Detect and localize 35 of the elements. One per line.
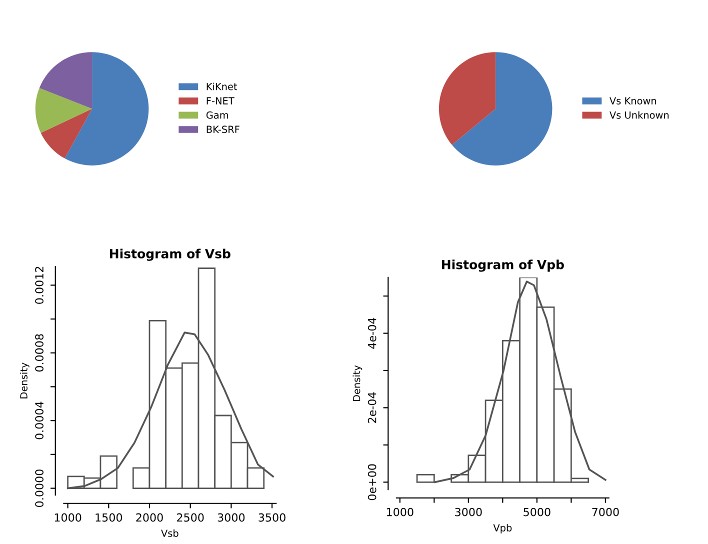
chart-title: Histogram of Vpb bbox=[442, 260, 564, 272]
x-tick-label: 7000 bbox=[592, 508, 619, 516]
pie-slice bbox=[452, 52, 552, 166]
legend-label: KiKnet bbox=[206, 82, 238, 90]
x-tick-label: 1500 bbox=[96, 513, 122, 522]
y-tick-label: 2e-04 bbox=[368, 392, 376, 423]
legend-label: Vs Unknown bbox=[610, 111, 669, 119]
x-tick-label: 1000 bbox=[54, 513, 82, 522]
y-axis-title: Density bbox=[352, 365, 362, 402]
x-axis-title: Vpb bbox=[493, 524, 512, 534]
chart-title: Histogram of Vsb bbox=[110, 248, 230, 261]
y-tick-label: 0.0004 bbox=[35, 402, 44, 440]
pie-slice bbox=[40, 108, 92, 158]
x-tick-label: 3500 bbox=[258, 513, 286, 522]
x-tick-label: 3000 bbox=[455, 508, 482, 516]
legend-label: Gam bbox=[206, 111, 228, 119]
pie-slice bbox=[64, 52, 149, 166]
pie-slice bbox=[35, 88, 92, 133]
x-tick-label: 2000 bbox=[136, 513, 163, 522]
y-axis-title: Density bbox=[20, 362, 30, 398]
x-tick-label: 1000 bbox=[386, 508, 414, 516]
y-tick-label: 0.0012 bbox=[35, 266, 44, 304]
legend-label: Vs Known bbox=[610, 97, 656, 104]
legend-label: BK-SRF bbox=[206, 126, 240, 134]
x-tick-label: 3000 bbox=[218, 513, 245, 522]
y-tick-label: 4e-04 bbox=[368, 318, 376, 349]
x-axis-title: Vsb bbox=[161, 529, 178, 537]
pie-slice bbox=[438, 52, 496, 145]
pie-slice bbox=[39, 52, 92, 109]
x-tick-label: 5000 bbox=[524, 508, 550, 516]
y-tick-label: 0e+00 bbox=[368, 464, 376, 500]
x-tick-label: 2500 bbox=[177, 513, 204, 522]
y-tick-label: 0.0008 bbox=[35, 334, 44, 372]
legend-label: F-NET bbox=[206, 97, 234, 104]
y-tick-label: 0.0000 bbox=[35, 470, 44, 507]
